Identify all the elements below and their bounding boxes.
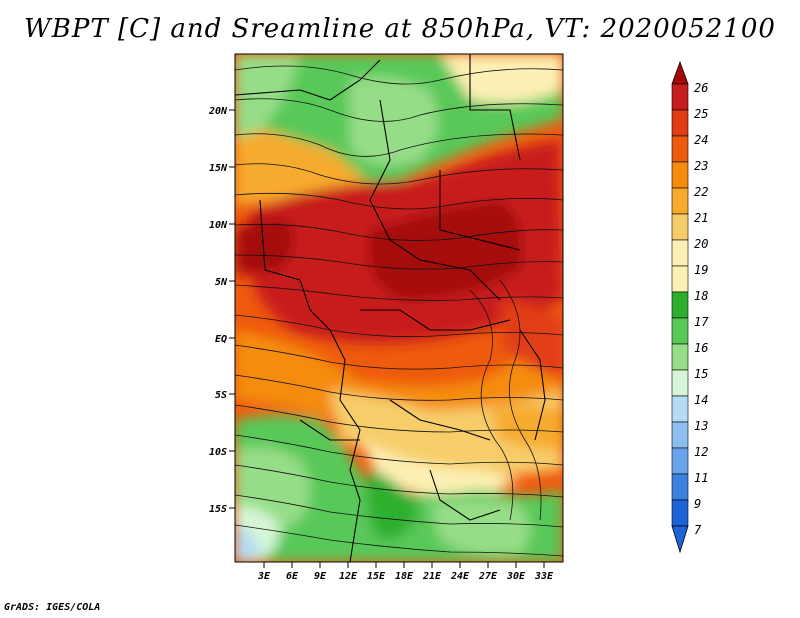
colorbar-segment	[671, 135, 689, 163]
colorbar-segment	[671, 395, 689, 423]
colorbar-label: 16	[694, 341, 708, 355]
colorbar-segment	[671, 421, 689, 449]
lat-label: 10N	[209, 220, 228, 231]
colorbar	[671, 60, 689, 554]
colorbar-bottom-arrow	[671, 525, 689, 554]
colorbar-label: 13	[694, 419, 708, 433]
lon-label: 9E	[314, 571, 327, 582]
colorbar-label: 22	[694, 185, 708, 199]
latitude-axis: 20N 15N 10N 5N EQ 5S 10S 15S	[208, 106, 235, 515]
colorbar-label: 20	[694, 237, 708, 251]
temperature-field	[235, 54, 563, 562]
colorbar-segment	[671, 161, 689, 189]
colorbar-segment	[671, 369, 689, 397]
colorbar-segment	[671, 473, 689, 501]
colorbar-label: 11	[694, 471, 708, 485]
colorbar-label: 17	[694, 315, 709, 329]
colorbar-segment	[671, 109, 689, 137]
colorbar-segment	[671, 213, 689, 241]
lon-label: 33E	[534, 571, 554, 582]
colorbar-label: 14	[694, 393, 708, 407]
colorbar-segment	[671, 187, 689, 215]
colorbar-label: 9	[694, 497, 701, 511]
lat-label: 15S	[209, 504, 227, 515]
lon-label: 21E	[422, 571, 442, 582]
colorbar-label: 24	[694, 133, 708, 147]
colorbar-label: 18	[694, 289, 708, 303]
colorbar-label: 7	[694, 523, 702, 537]
colorbar-label: 26	[694, 81, 708, 95]
colorbar-labels: 26 25 24 23 22 21 20 19 18 17 16 15 14 1…	[694, 81, 709, 537]
map-frame	[234, 53, 564, 563]
lon-label: 15E	[367, 571, 386, 582]
colorbar-label: 19	[694, 263, 708, 277]
colorbar-top-arrow	[671, 60, 689, 85]
colorbar-segment	[671, 265, 689, 293]
colorbar-segment	[671, 239, 689, 267]
lon-label: 12E	[339, 571, 358, 582]
lat-label: EQ	[215, 334, 227, 345]
colorbar-segment	[671, 83, 689, 111]
colorbar-label: 23	[694, 159, 708, 173]
longitude-axis: 3E 6E 9E 12E 15E 18E 21E 24E 27E 30E 33E	[257, 562, 554, 582]
colorbar-segment	[671, 317, 689, 345]
lat-label: 5N	[215, 277, 228, 288]
colorbar-segment	[671, 447, 689, 475]
colorbar-label: 15	[694, 367, 708, 381]
lat-label: 10S	[209, 447, 227, 458]
lat-label: 5S	[215, 390, 227, 401]
country-borders	[235, 54, 546, 562]
lon-label: 6E	[286, 571, 299, 582]
lat-label: 20N	[208, 106, 228, 117]
lat-label: 15N	[209, 163, 228, 174]
lon-label: 24E	[450, 571, 470, 582]
colorbar-segment	[671, 343, 689, 371]
streamlines	[235, 65, 563, 557]
colorbar-segment	[671, 291, 689, 319]
colorbar-label: 21	[694, 211, 708, 225]
colorbar-segment	[671, 499, 689, 527]
lon-label: 3E	[257, 571, 271, 582]
colorbar-label: 12	[694, 445, 708, 459]
lon-label: 27E	[478, 571, 498, 582]
colorbar-label: 25	[694, 107, 708, 121]
software-credit: GrADS: IGES/COLA	[4, 602, 101, 613]
lon-label: 30E	[506, 571, 526, 582]
map-title: WBPT [C] and Sreamline at 850hPa, VT: 20…	[24, 14, 776, 44]
lon-label: 18E	[395, 571, 414, 582]
